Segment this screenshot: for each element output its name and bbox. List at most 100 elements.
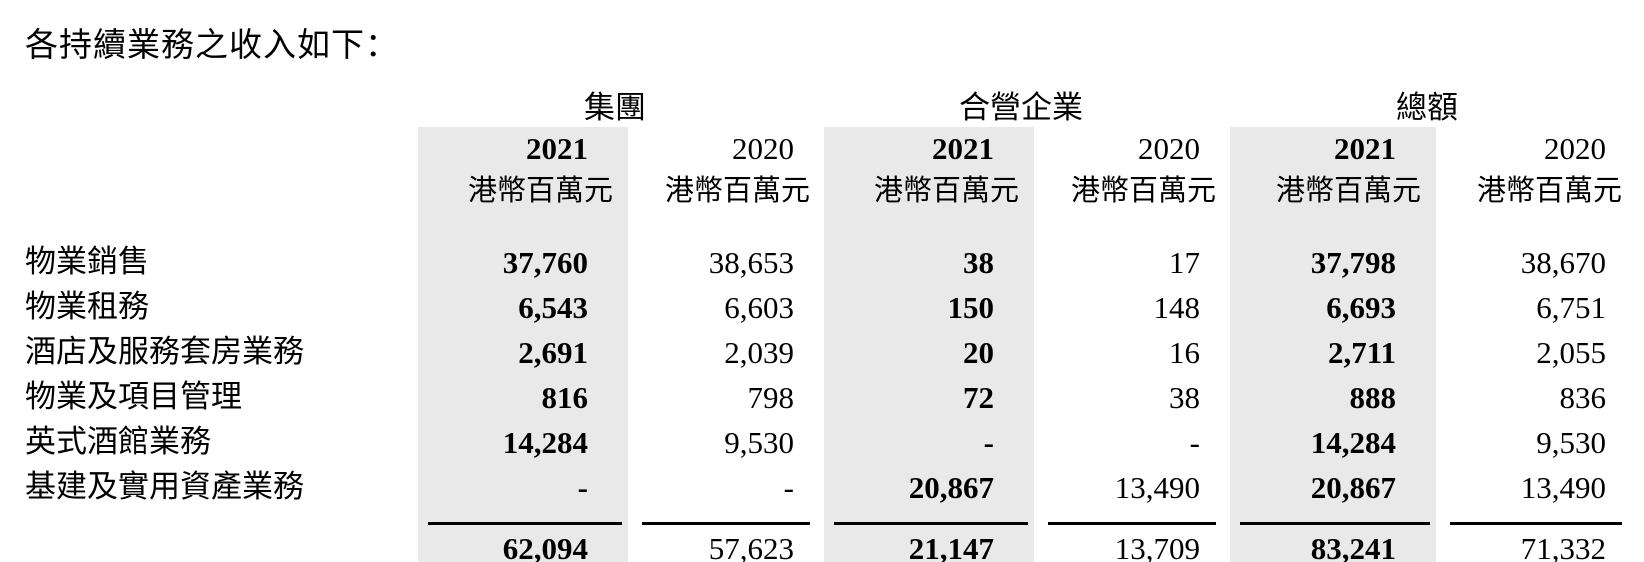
value-cell: 72 bbox=[824, 371, 1034, 416]
spacer bbox=[812, 209, 824, 236]
spacer bbox=[812, 461, 824, 506]
total-cell: 13,709 bbox=[1046, 506, 1218, 562]
spacer bbox=[628, 281, 640, 326]
value-cell: 150 bbox=[824, 281, 1034, 326]
spacer bbox=[812, 416, 824, 461]
spacer bbox=[1046, 209, 1218, 236]
year-header-current: 2021 bbox=[418, 127, 628, 167]
spacer bbox=[628, 461, 640, 506]
spacer bbox=[1218, 416, 1230, 461]
spacer bbox=[1034, 236, 1046, 281]
spacer bbox=[1624, 127, 1638, 167]
value-cell: - bbox=[783, 470, 794, 505]
spacer bbox=[1624, 506, 1638, 562]
total-cell: 83,241 bbox=[1230, 506, 1436, 562]
revenue-table: 集團 合營企業 總額 2021 2020 2021 2020 2021 2020 bbox=[25, 82, 1638, 562]
spacer bbox=[1034, 416, 1046, 461]
spacer bbox=[812, 82, 824, 127]
unit-header: 港幣百萬元 bbox=[1070, 175, 1216, 207]
value-cell: 20,867 bbox=[1230, 461, 1436, 506]
spacer bbox=[1034, 127, 1046, 167]
table-row: 英式酒館業務 14,284 9,530 - - 14,284 9,530 bbox=[25, 416, 1638, 461]
spacer bbox=[1034, 326, 1046, 371]
total-rule: 21,147 bbox=[834, 522, 1028, 562]
total-value: 83,241 bbox=[1310, 531, 1396, 562]
year-header-current: 2021 bbox=[1230, 127, 1436, 167]
spacer bbox=[1436, 167, 1448, 209]
value-cell: 13,490 bbox=[1520, 470, 1606, 505]
spacer bbox=[1218, 326, 1230, 371]
spacer bbox=[1448, 209, 1624, 236]
spacer bbox=[1436, 326, 1448, 371]
row-label: 物業租務 bbox=[25, 289, 149, 324]
spacer bbox=[1624, 167, 1638, 209]
table-row: 物業租務 6,543 6,603 150 148 6,693 6,751 bbox=[25, 281, 1638, 326]
group-header-group: 集團 bbox=[584, 90, 646, 125]
total-rule: 13,709 bbox=[1048, 522, 1216, 562]
spacer bbox=[1436, 281, 1448, 326]
spacer bbox=[1624, 416, 1638, 461]
row-label: 物業及項目管理 bbox=[25, 379, 242, 414]
year-header-prior: 2020 bbox=[732, 131, 794, 166]
value-cell: 38,670 bbox=[1520, 245, 1606, 280]
spacer bbox=[812, 326, 824, 371]
total-rule: 57,623 bbox=[642, 522, 810, 562]
spacer-row bbox=[25, 209, 1638, 236]
spacer bbox=[1218, 82, 1230, 127]
spacer bbox=[628, 326, 640, 371]
unit-header: 港幣百萬元 bbox=[824, 167, 1034, 209]
value-cell: 2,691 bbox=[418, 326, 628, 371]
table-row: 基建及實用資產業務 - - 20,867 13,490 20,867 13,49… bbox=[25, 461, 1638, 506]
value-cell: 20 bbox=[824, 326, 1034, 371]
year-header-prior: 2020 bbox=[1544, 131, 1606, 166]
unit-header: 港幣百萬元 bbox=[664, 175, 810, 207]
value-cell: 836 bbox=[1559, 380, 1607, 415]
spacer bbox=[25, 127, 418, 167]
unit-header: 港幣百萬元 bbox=[418, 167, 628, 209]
spacer bbox=[418, 209, 628, 236]
spacer bbox=[1624, 281, 1638, 326]
spacer bbox=[1436, 236, 1448, 281]
spacer bbox=[1034, 167, 1046, 209]
spacer bbox=[1218, 209, 1230, 236]
page-title: 各持續業務之收入如下： bbox=[25, 28, 399, 64]
spacer bbox=[1624, 461, 1638, 506]
spacer bbox=[628, 127, 640, 167]
spacer bbox=[1624, 82, 1638, 127]
spacer bbox=[1218, 281, 1230, 326]
table-row: 酒店及服務套房業務 2,691 2,039 20 16 2,711 2,055 bbox=[25, 326, 1638, 371]
value-cell: 38 bbox=[824, 236, 1034, 281]
spacer bbox=[628, 209, 640, 236]
total-rule: 71,332 bbox=[1450, 522, 1622, 562]
spacer bbox=[812, 167, 824, 209]
spacer bbox=[824, 209, 1034, 236]
value-cell: 798 bbox=[747, 380, 795, 415]
spacer bbox=[1218, 236, 1230, 281]
value-cell: 6,603 bbox=[724, 290, 794, 325]
spacer bbox=[1624, 326, 1638, 371]
spacer bbox=[1218, 127, 1230, 167]
row-label: 酒店及服務套房業務 bbox=[25, 334, 304, 369]
spacer bbox=[1436, 209, 1448, 236]
spacer bbox=[628, 167, 640, 209]
spacer bbox=[1218, 461, 1230, 506]
unit-header: 港幣百萬元 bbox=[1230, 167, 1436, 209]
spacer bbox=[812, 127, 824, 167]
grand-total-row: 62,094 57,623 21,147 13,709 83,241 71,33… bbox=[25, 506, 1638, 562]
total-value: 57,623 bbox=[708, 531, 794, 562]
spacer bbox=[1034, 506, 1046, 562]
spacer bbox=[1034, 209, 1046, 236]
value-cell: 9,530 bbox=[1536, 425, 1606, 460]
table-row: 物業銷售 37,760 38,653 38 17 37,798 38,670 bbox=[25, 236, 1638, 281]
total-value: 21,147 bbox=[908, 531, 994, 562]
row-label: 物業銷售 bbox=[25, 244, 149, 279]
year-header-row: 2021 2020 2021 2020 2021 2020 bbox=[25, 127, 1638, 167]
spacer bbox=[1436, 461, 1448, 506]
value-cell: 14,284 bbox=[418, 416, 628, 461]
year-header-prior: 2020 bbox=[1138, 131, 1200, 166]
unit-header: 港幣百萬元 bbox=[1476, 175, 1622, 207]
spacer bbox=[812, 281, 824, 326]
spacer bbox=[1230, 209, 1436, 236]
spacer bbox=[25, 506, 418, 562]
spacer bbox=[1218, 371, 1230, 416]
